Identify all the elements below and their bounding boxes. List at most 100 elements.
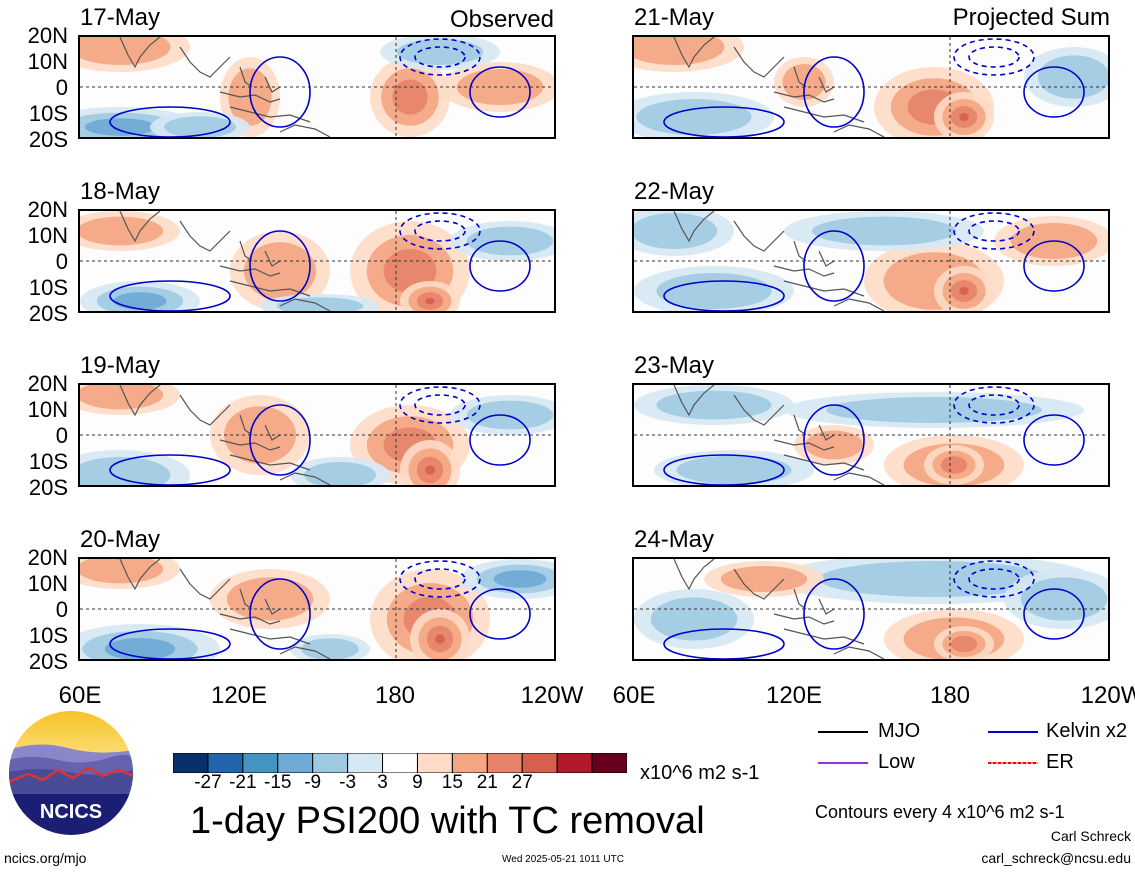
panel-date-left-3: 19-May: [80, 352, 161, 379]
colorbar-tick-label: 21: [476, 772, 498, 793]
mjo-swatch: [818, 731, 868, 733]
panel-date-right-3: 23-May: [634, 352, 715, 379]
coastline: [733, 394, 785, 426]
lat-label: 20N: [27, 197, 68, 222]
coastline: [179, 220, 231, 252]
coastline: [783, 628, 865, 645]
negative-anomaly-shade: [304, 462, 376, 485]
coastline: [773, 91, 835, 103]
positive-anomaly-shade: [950, 636, 978, 652]
positive-anomaly-shade: [226, 577, 314, 621]
map-field: [634, 211, 1108, 311]
coastline: [264, 598, 281, 615]
panel-date-left-1: 17-May: [80, 4, 161, 31]
kelvin-swatch: [988, 731, 1038, 733]
colorbar-tick-label: 3: [377, 772, 388, 793]
positive-anomaly-shade: [80, 385, 164, 410]
kelvin-contour: [109, 106, 231, 137]
coastline: [773, 265, 835, 277]
kelvin-contour: [1023, 414, 1085, 466]
coastline: [783, 106, 865, 123]
coastline: [818, 598, 835, 615]
er-swatch: [988, 762, 1038, 764]
coastline: [179, 46, 231, 78]
coastline: [219, 613, 281, 625]
panel-date-left-4: 20-May: [80, 526, 161, 553]
lat-label: 10S: [28, 101, 68, 126]
kelvin-contour: [249, 404, 311, 476]
positive-anomaly-shade: [805, 430, 863, 460]
kelvin-contour: [803, 404, 865, 476]
coastline: [833, 298, 885, 311]
kelvin-contour: [1023, 66, 1085, 118]
colorbar-swatch: [242, 752, 279, 774]
lon-label: 180: [929, 682, 971, 709]
kelvin-contour: [399, 386, 481, 424]
kelvin-contour: [399, 212, 481, 250]
positive-anomaly-shade: [244, 242, 316, 300]
kelvin-contour: [663, 280, 785, 311]
negative-anomaly-shade: [466, 226, 554, 256]
colorbar-swatch: [312, 752, 349, 774]
coastline: [773, 613, 835, 625]
coastline: [733, 46, 785, 78]
map-panel-observed-2: [78, 209, 556, 313]
coastline: [673, 37, 715, 69]
colorbar-swatch: [521, 752, 558, 774]
colorbar-unit: x10^6 m2 s-1: [640, 762, 760, 784]
negative-anomaly-shade: [650, 597, 738, 641]
negative-anomaly-shade: [656, 390, 772, 420]
coastline: [264, 250, 281, 267]
lon-label: 60E: [612, 682, 656, 709]
kelvin-contour: [249, 578, 311, 650]
map-field: [634, 37, 1108, 137]
coastline: [219, 91, 281, 103]
positive-anomaly-shade: [392, 79, 428, 115]
colorbar-tick-label: 27: [511, 772, 533, 793]
logo-text: NCICS: [40, 801, 102, 823]
lat-label: 10N: [27, 49, 68, 74]
kelvin-contour: [414, 220, 466, 242]
negative-anomaly-shade: [826, 397, 1042, 423]
negative-anomaly-shade: [113, 292, 167, 310]
colorbar-swatch: [486, 752, 523, 774]
kelvin-contour: [953, 386, 1035, 424]
positive-anomaly-shade: [425, 465, 435, 475]
kelvin-contour: [803, 56, 865, 128]
coastline: [119, 385, 161, 417]
timestamp: Wed 2025-05-21 1011 UTC: [502, 854, 624, 865]
coastline: [179, 394, 231, 426]
negative-anomaly-shade: [676, 455, 792, 485]
kelvin-contour: [968, 220, 1020, 242]
colorbar-swatch: [347, 752, 384, 774]
positive-anomaly-shade: [80, 216, 164, 246]
positive-anomaly-shade: [80, 37, 171, 65]
kelvin-contour: [1023, 588, 1085, 640]
kelvin-contour: [1023, 240, 1085, 292]
coastline: [673, 211, 715, 243]
negative-anomaly-shade: [164, 116, 236, 137]
coastline: [239, 588, 253, 610]
coastline: [773, 439, 835, 451]
lat-label: 0: [55, 597, 68, 622]
negative-anomaly-shade: [634, 213, 718, 249]
coastline: [229, 106, 311, 123]
colorbar: [172, 752, 628, 778]
colorbar-tick-label: 9: [412, 772, 423, 793]
legend-kelvin: Kelvin x2: [1046, 720, 1128, 742]
coastline: [279, 298, 331, 311]
kelvin-contour: [803, 578, 865, 650]
kelvin-contour: [249, 230, 311, 302]
positive-anomaly-shade: [425, 297, 435, 305]
coastline: [793, 588, 807, 610]
kelvin-contour: [953, 38, 1035, 76]
panel-date-right-1: 21-May: [634, 4, 715, 31]
map-field: [80, 37, 554, 137]
kelvin-contour: [968, 568, 1020, 590]
main-title: 1-day PSI200 with TC removal: [190, 800, 705, 842]
lat-label: 10N: [27, 223, 68, 248]
colorbar-tick-label: -3: [339, 772, 357, 793]
coastline: [119, 559, 161, 591]
coastline: [229, 628, 311, 645]
coastline: [119, 211, 161, 243]
